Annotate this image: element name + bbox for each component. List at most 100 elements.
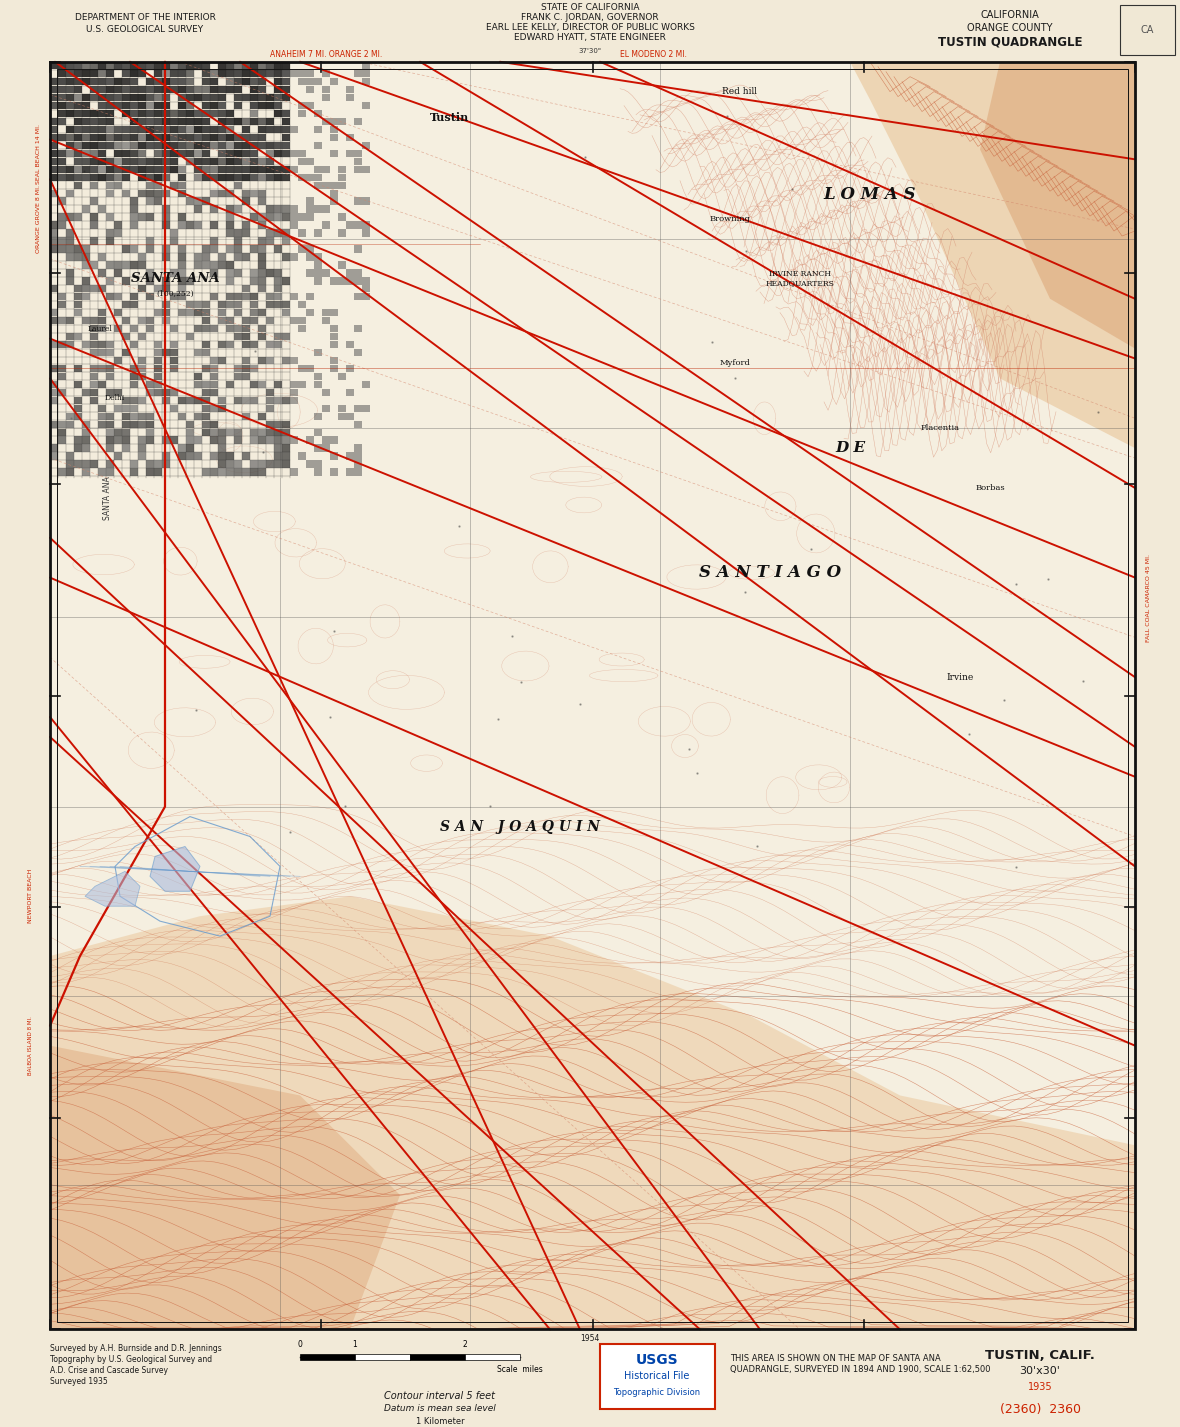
Bar [282, 253, 290, 261]
Bar [83, 293, 90, 301]
Bar [106, 412, 113, 420]
Bar [98, 421, 106, 428]
Bar [155, 70, 162, 77]
Bar [74, 150, 81, 157]
Bar [91, 461, 98, 468]
Bar [186, 134, 194, 141]
Bar [83, 78, 90, 86]
Bar [178, 61, 185, 70]
Bar [98, 61, 106, 70]
Bar [195, 94, 202, 101]
Bar [218, 110, 225, 117]
Bar [130, 412, 138, 420]
Bar [322, 181, 329, 188]
Bar [274, 230, 282, 237]
Bar [58, 150, 66, 157]
Bar [250, 270, 257, 277]
Bar [242, 190, 250, 197]
Bar [186, 332, 194, 340]
Bar [91, 94, 98, 101]
Bar [290, 253, 297, 261]
Bar [299, 101, 306, 110]
Bar [178, 86, 185, 93]
Bar [91, 325, 98, 332]
Bar [83, 253, 90, 261]
Bar [106, 141, 113, 148]
Bar [235, 101, 242, 110]
Bar [354, 245, 362, 253]
Bar [235, 205, 242, 213]
Bar [66, 230, 73, 237]
Bar [74, 166, 81, 173]
Bar [195, 348, 202, 357]
Bar [354, 325, 362, 332]
Bar [210, 372, 217, 380]
Bar [58, 293, 66, 301]
Bar [123, 166, 130, 173]
Bar [155, 190, 162, 197]
Bar [235, 157, 242, 166]
Text: Red hill: Red hill [722, 87, 758, 96]
Bar [146, 270, 153, 277]
Bar [227, 221, 234, 228]
Bar [218, 341, 225, 348]
Bar [362, 78, 369, 86]
Bar [339, 412, 346, 420]
Bar [83, 388, 90, 397]
Polygon shape [981, 61, 1135, 348]
Bar [274, 421, 282, 428]
Bar [74, 101, 81, 110]
Bar [91, 181, 98, 188]
Bar [66, 277, 73, 284]
Bar [330, 357, 337, 364]
Bar [235, 332, 242, 340]
Bar [235, 61, 242, 70]
Bar [274, 293, 282, 301]
Text: Surveyed by A.H. Burnside and D.R. Jennings: Surveyed by A.H. Burnside and D.R. Jenni… [50, 1344, 222, 1353]
Bar [314, 277, 322, 284]
Bar [170, 150, 178, 157]
Bar [202, 253, 210, 261]
Bar [242, 221, 250, 228]
Bar [114, 428, 122, 435]
Bar [51, 101, 58, 110]
Bar [362, 101, 369, 110]
Bar [178, 253, 185, 261]
Bar [163, 141, 170, 148]
Bar [210, 141, 217, 148]
Bar [218, 261, 225, 268]
Bar [98, 325, 106, 332]
Bar [202, 150, 210, 157]
Bar [51, 118, 58, 126]
Text: 1954: 1954 [581, 1334, 599, 1343]
Bar [202, 118, 210, 126]
Bar [322, 270, 329, 277]
Bar [210, 78, 217, 86]
Bar [202, 166, 210, 173]
Bar [138, 285, 145, 293]
Bar [330, 181, 337, 188]
Bar [51, 285, 58, 293]
Bar [202, 325, 210, 332]
Bar [178, 94, 185, 101]
Bar [227, 325, 234, 332]
Bar [186, 197, 194, 205]
Bar [83, 317, 90, 324]
Bar [74, 94, 81, 101]
Bar [354, 452, 362, 459]
Bar [186, 61, 194, 70]
Bar [155, 166, 162, 173]
Bar [51, 221, 58, 228]
Bar [258, 78, 266, 86]
Bar [242, 141, 250, 148]
Bar [258, 253, 266, 261]
Bar [314, 253, 322, 261]
Bar [235, 468, 242, 475]
Bar [51, 245, 58, 253]
Bar [235, 310, 242, 317]
Bar [74, 253, 81, 261]
Bar [307, 214, 314, 221]
Bar [307, 293, 314, 301]
Bar [227, 86, 234, 93]
Bar [130, 245, 138, 253]
